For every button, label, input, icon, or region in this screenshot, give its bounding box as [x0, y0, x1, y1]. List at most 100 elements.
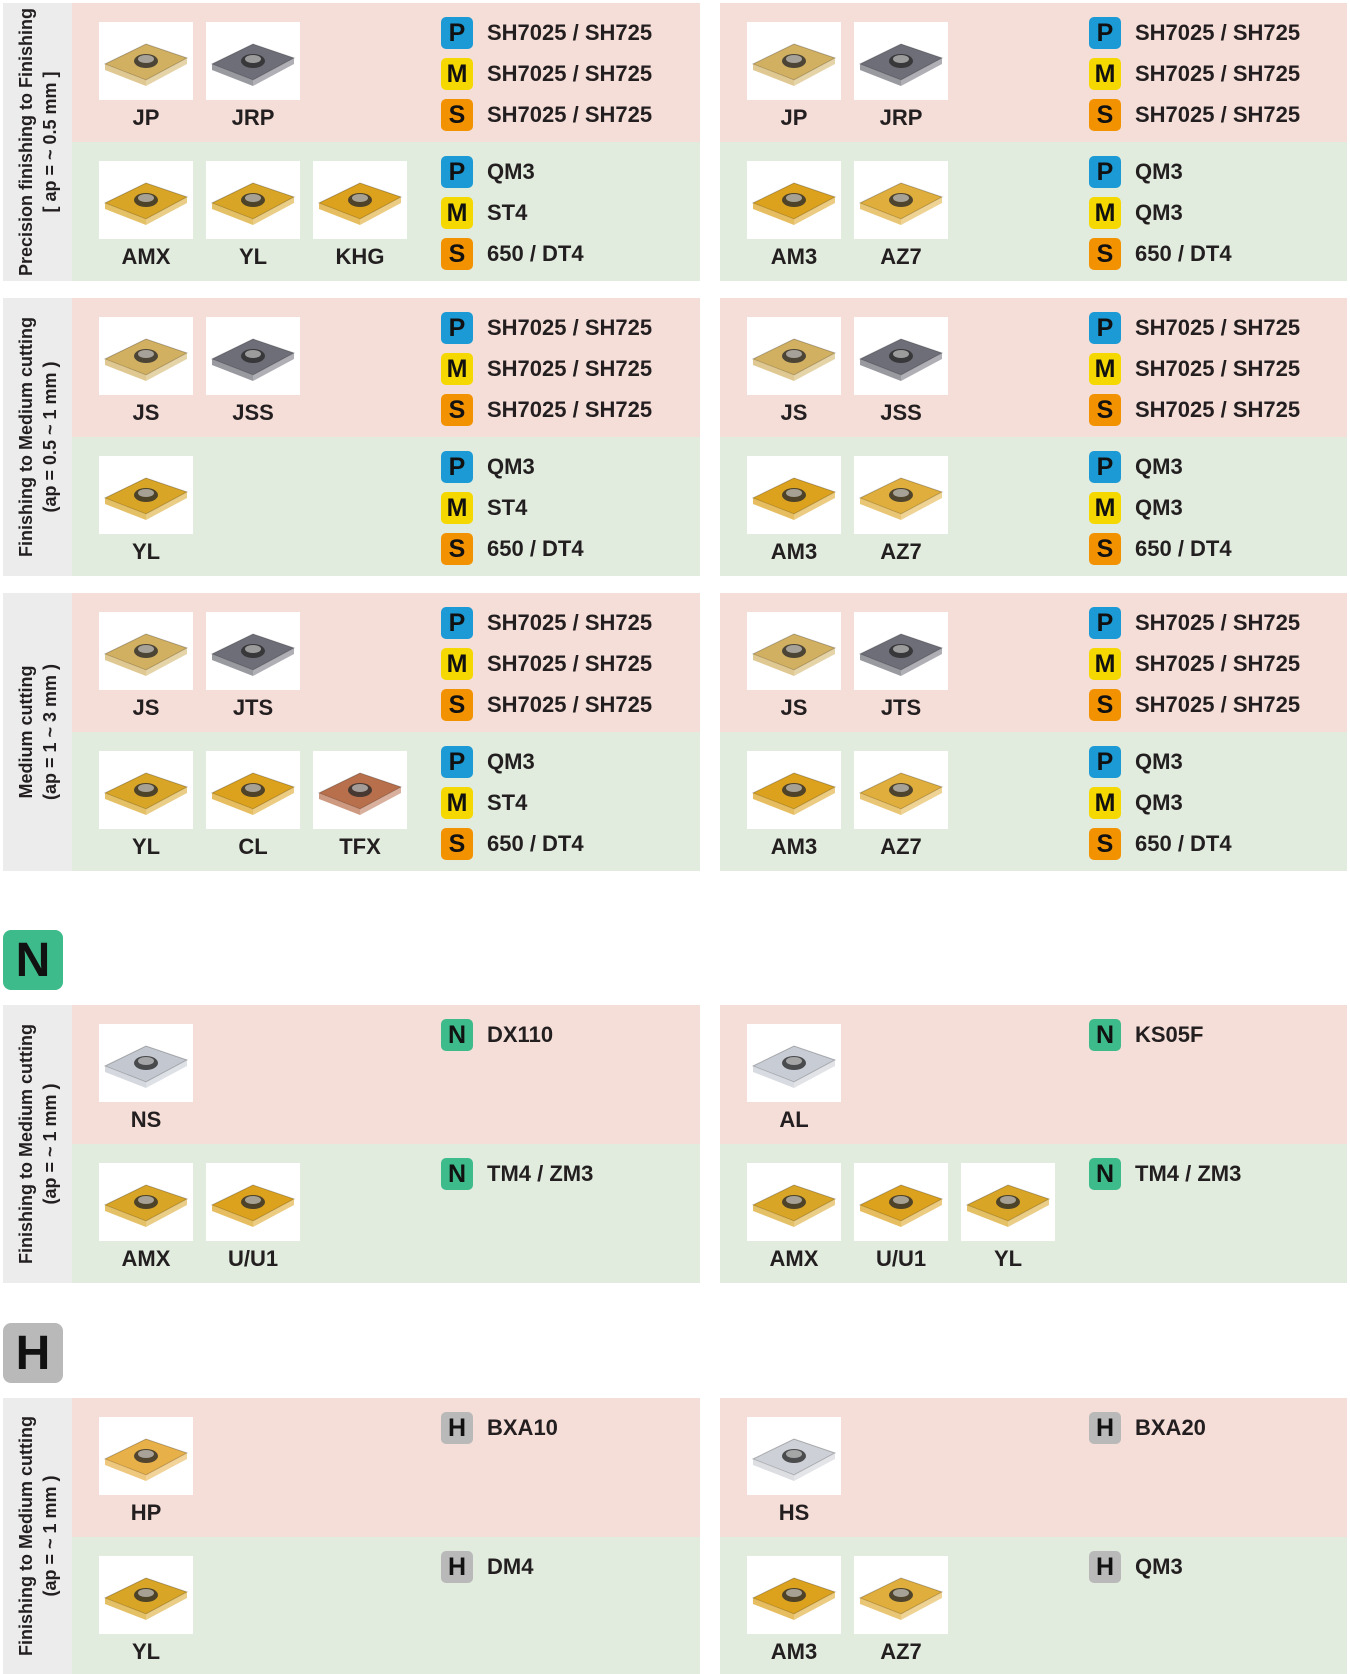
side-panel — [3, 298, 72, 576]
insert-name: JSS — [880, 400, 922, 425]
insert-image — [99, 751, 193, 829]
insert-image — [99, 1417, 193, 1495]
insert-name: JSS — [232, 400, 274, 425]
insert-name: TFX — [339, 834, 381, 859]
grade-name: SH7025 / SH725 — [487, 356, 653, 381]
iso-badge: S — [1089, 238, 1121, 270]
insert-image — [961, 1163, 1055, 1241]
insert-name: AMX — [121, 244, 171, 269]
iso-badge: M — [1089, 58, 1121, 90]
insert-image — [99, 612, 193, 690]
side-label: Finishing to Medium cutting — [16, 1024, 36, 1264]
insert-name: JRP — [231, 105, 275, 130]
side-range: (ap = 1 ~ 3 mm ) — [40, 663, 60, 801]
insert-image — [747, 161, 841, 239]
side-label: Finishing to Medium cutting — [16, 1416, 36, 1656]
iso-badge: P — [441, 17, 473, 49]
insert-image — [99, 1163, 193, 1241]
insert-name: AM3 — [770, 1639, 818, 1664]
insert-name: JS — [132, 400, 160, 425]
iso-badge: H — [1089, 1412, 1121, 1444]
grade-name: SH7025 / SH725 — [487, 692, 653, 717]
iso-badge: S — [441, 238, 473, 270]
grade-name: QM3 — [487, 159, 535, 184]
insert-image — [854, 317, 948, 395]
iso-badge: M — [1089, 787, 1121, 819]
iso-badge: S — [1089, 689, 1121, 721]
insert-name: YL — [993, 1246, 1023, 1271]
insert-image — [747, 751, 841, 829]
insert-image — [99, 22, 193, 100]
grade-name: BXA10 — [487, 1415, 558, 1440]
grade-name: QM3 — [1135, 749, 1183, 774]
side-panel — [3, 1398, 72, 1674]
insert-name: U/U1 — [875, 1246, 927, 1271]
iso-badge: S — [441, 99, 473, 131]
iso-badge: M — [441, 197, 473, 229]
insert-name: AZ7 — [880, 539, 922, 564]
side-label: Medium cutting — [16, 665, 36, 799]
side-range: (ap = ~ 1 mm ) — [40, 1083, 60, 1205]
grade-name: KS05F — [1135, 1022, 1204, 1047]
iso-badge: M — [441, 58, 473, 90]
iso-badge: P — [441, 746, 473, 778]
iso-badge: S — [441, 394, 473, 426]
insert-name: AZ7 — [880, 244, 922, 269]
grade-name: TM4 / ZM3 — [1135, 1161, 1242, 1186]
insert-name: YL — [131, 834, 161, 859]
iso-badge: M — [1089, 492, 1121, 524]
insert-image — [747, 456, 841, 534]
insert-image — [206, 161, 300, 239]
iso-badge: P — [1089, 17, 1121, 49]
iso-badge: M — [1089, 353, 1121, 385]
insert-image — [206, 612, 300, 690]
insert-name: JS — [132, 695, 160, 720]
insert-image — [854, 612, 948, 690]
insert-image — [854, 1556, 948, 1634]
grade-name: DM4 — [487, 1554, 534, 1579]
side-panel — [3, 593, 72, 871]
insert-image — [747, 612, 841, 690]
grade-name: SH7025 / SH725 — [487, 397, 653, 422]
insert-name: AMX — [769, 1246, 819, 1271]
iso-badge: H — [441, 1551, 473, 1583]
grade-name: 650 / DT4 — [1135, 831, 1232, 856]
insert-image — [206, 22, 300, 100]
insert-name: YL — [131, 1639, 161, 1664]
grade-name: QM3 — [1135, 200, 1183, 225]
grade-name: ST4 — [487, 495, 528, 520]
iso-badge: N — [1089, 1019, 1121, 1051]
grade-name: 650 / DT4 — [1135, 241, 1232, 266]
insert-name: JP — [780, 105, 808, 130]
iso-badge: P — [441, 312, 473, 344]
iso-badge: S — [1089, 394, 1121, 426]
section-badge: N — [3, 930, 63, 990]
insert-image — [99, 456, 193, 534]
insert-name: NS — [130, 1107, 162, 1132]
insert-image — [99, 317, 193, 395]
grade-name: SH7025 / SH725 — [487, 20, 653, 45]
insert-image — [206, 751, 300, 829]
insert-image — [854, 22, 948, 100]
grade-name: SH7025 / SH725 — [1135, 610, 1301, 635]
side-label: Finishing to Medium cutting — [16, 317, 36, 557]
insert-image — [747, 1163, 841, 1241]
grade-name: SH7025 / SH725 — [1135, 20, 1301, 45]
insert-image — [854, 751, 948, 829]
side-range: (ap = ~ 1 mm ) — [40, 1475, 60, 1597]
iso-badge: P — [1089, 156, 1121, 188]
insert-name: HS — [778, 1500, 810, 1525]
insert-image — [747, 317, 841, 395]
iso-badge: P — [1089, 607, 1121, 639]
insert-name: AZ7 — [880, 834, 922, 859]
iso-badge: S — [1089, 828, 1121, 860]
grade-name: SH7025 / SH725 — [1135, 651, 1301, 676]
grade-name: QM3 — [487, 749, 535, 774]
grade-name: DX110 — [487, 1022, 554, 1047]
grade-name: SH7025 / SH725 — [487, 651, 653, 676]
grade-name: QM3 — [1135, 1554, 1183, 1579]
iso-badge: P — [1089, 312, 1121, 344]
grade-name: SH7025 / SH725 — [1135, 315, 1301, 340]
insert-name: AZ7 — [880, 1639, 922, 1664]
grade-name: QM3 — [1135, 159, 1183, 184]
